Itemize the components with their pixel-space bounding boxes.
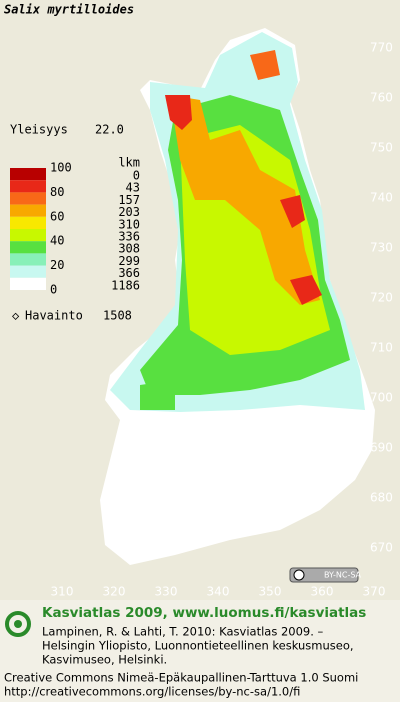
y-grid-label: 760 [370,91,393,105]
legend-count: 1186 [111,278,140,292]
legend-swatch [10,265,46,278]
legend-swatch [10,204,46,217]
legend-swatch [10,180,46,193]
occurrence-region [140,380,175,410]
logo [14,620,22,628]
legend-swatch [10,253,46,266]
legend-count: 308 [118,242,140,256]
legend-swatch [10,241,46,254]
x-grid-label: 350 [259,585,282,599]
frequency-label: Yleisyys [10,123,68,137]
cc-icon [293,569,305,581]
x-grid-label: 320 [103,585,126,599]
occurrence-region [280,195,305,228]
license-line: Creative Commons Nimeä-Epäkaupallinen-Ta… [4,671,358,685]
x-grid-label: 340 [207,585,230,599]
legend-level: 80 [50,185,64,199]
citation-line: Helsingin Yliopisto, Luonnontieteellinen… [42,639,354,653]
legend-swatch [10,192,46,205]
y-grid-label: 700 [370,391,393,405]
legend-level: 20 [50,258,64,272]
badge-text: BY-NC-SA [324,571,362,580]
footer-background [0,600,400,702]
y-grid-label: 670 [370,541,393,555]
legend-count: 336 [118,230,140,244]
x-grid-label: 330 [155,585,178,599]
frequency-value: 22.0 [95,123,124,137]
species-title: Salix myrtilloides [4,3,134,17]
y-grid-label: 710 [370,341,393,355]
observation-label: Havainto [25,309,83,323]
legend-swatch [10,168,46,181]
legend-level: 40 [50,234,64,248]
legend-count: 0 [133,169,140,183]
citation-line: Lampinen, R. & Lahti, T. 2010: Kasviatla… [42,625,324,639]
y-grid-label: 750 [370,141,393,155]
map [100,28,375,583]
legend-count: 366 [118,266,140,280]
observation-marker: ◇ [12,309,20,323]
legend-swatch [10,277,46,290]
y-grid-label: 770 [370,41,393,55]
license-badge [289,567,359,583]
legend-level: 60 [50,209,64,223]
x-grid-label: 370 [363,585,386,599]
citation-line: Kasvimuseo, Helsinki. [42,653,167,667]
y-grid-label: 680 [370,491,393,505]
occurrence-region [165,95,192,130]
legend-count: 157 [118,193,140,207]
y-grid-label: 720 [370,291,393,305]
y-grid-label: 690 [370,441,393,455]
occurrence-region [290,275,322,305]
logo [5,611,31,637]
y-grid-label: 730 [370,241,393,255]
legend-swatch [10,216,46,229]
license-line: http://creativecommons.org/licenses/by-n… [4,685,300,699]
occurrence-region [170,95,320,305]
legend-count: 299 [118,254,140,268]
legend-level: 0 [50,283,57,297]
legend-swatch [10,229,46,242]
count-header: lkm [118,156,140,170]
y-grid-label: 740 [370,191,393,205]
occurrence-region [250,50,280,80]
legend-count: 203 [118,205,140,219]
legend-count: 43 [126,181,140,195]
x-grid-label: 310 [51,585,74,599]
x-grid-label: 360 [311,585,334,599]
legend-level: 100 [50,161,72,175]
observation-count: 1508 [103,309,132,323]
legend-count: 310 [118,217,140,231]
site-title: Kasviatlas 2009, www.luomus.fi/kasviatla… [42,605,366,621]
